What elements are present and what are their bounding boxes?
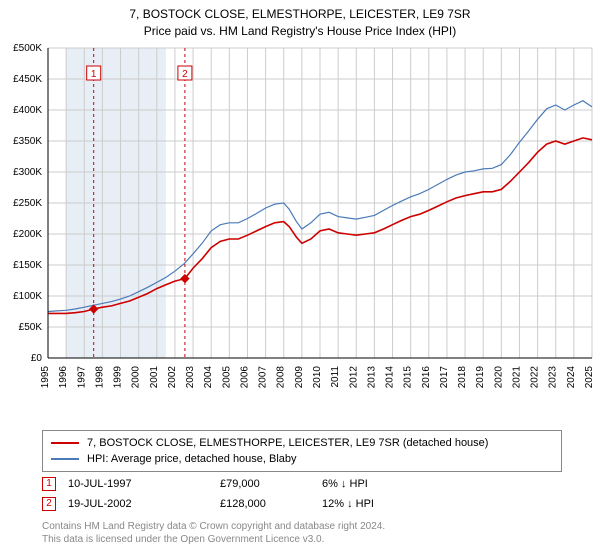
svg-text:2019: 2019 <box>475 366 486 389</box>
svg-text:2016: 2016 <box>421 366 432 389</box>
svg-text:£0: £0 <box>31 353 43 364</box>
svg-text:2009: 2009 <box>294 366 305 389</box>
svg-text:1999: 1999 <box>113 366 124 389</box>
svg-text:1995: 1995 <box>40 366 51 389</box>
svg-text:2025: 2025 <box>584 366 595 389</box>
svg-text:2007: 2007 <box>258 366 269 389</box>
title-line-1: 7, BOSTOCK CLOSE, ELMESTHORPE, LEICESTER… <box>0 6 600 23</box>
svg-text:1: 1 <box>91 69 97 80</box>
footer-line-2: This data is licensed under the Open Gov… <box>42 533 562 546</box>
marker-price-1: £79,000 <box>220 478 310 490</box>
svg-text:2017: 2017 <box>439 366 450 389</box>
chart-title-block: 7, BOSTOCK CLOSE, ELMESTHORPE, LEICESTER… <box>0 0 600 40</box>
footer: Contains HM Land Registry data © Crown c… <box>42 520 562 546</box>
svg-text:2024: 2024 <box>566 366 577 389</box>
svg-text:2014: 2014 <box>385 366 396 389</box>
svg-text:2006: 2006 <box>239 366 250 389</box>
legend-item-1: 7, BOSTOCK CLOSE, ELMESTHORPE, LEICESTER… <box>51 435 553 451</box>
line-chart-svg: £0 £50K £100K £150K £200K £250K £300K £350K £400… <box>0 40 600 420</box>
svg-text:£200K: £200K <box>13 229 42 240</box>
marker-delta-2: 12% ↓ HPI <box>322 498 422 510</box>
marker-date-2: 19-JUL-2002 <box>68 498 208 510</box>
svg-text:£50K: £50K <box>19 322 43 333</box>
svg-text:£450K: £450K <box>13 74 42 85</box>
svg-text:£100K: £100K <box>13 291 42 302</box>
svg-text:2018: 2018 <box>457 366 468 389</box>
svg-text:2010: 2010 <box>312 366 323 389</box>
svg-text:2015: 2015 <box>403 366 414 389</box>
legend-swatch-1 <box>51 442 79 444</box>
legend: 7, BOSTOCK CLOSE, ELMESTHORPE, LEICESTER… <box>42 430 562 472</box>
svg-text:2008: 2008 <box>276 366 287 389</box>
svg-text:1997: 1997 <box>76 366 87 389</box>
marker-row-2: 2 19-JUL-2002 £128,000 12% ↓ HPI <box>42 494 562 514</box>
svg-text:£300K: £300K <box>13 167 42 178</box>
svg-text:2013: 2013 <box>366 366 377 389</box>
legend-swatch-2 <box>51 458 79 460</box>
marker-price-2: £128,000 <box>220 498 310 510</box>
svg-text:£500K: £500K <box>13 43 42 54</box>
svg-text:£250K: £250K <box>13 198 42 209</box>
legend-item-2: HPI: Average price, detached house, Blab… <box>51 451 553 467</box>
marker-table: 1 10-JUL-1997 £79,000 6% ↓ HPI 2 19-JUL-… <box>42 474 562 514</box>
svg-text:2004: 2004 <box>203 366 214 389</box>
svg-text:2003: 2003 <box>185 366 196 389</box>
svg-text:2012: 2012 <box>348 366 359 389</box>
svg-text:2011: 2011 <box>330 366 341 388</box>
legend-label-1: 7, BOSTOCK CLOSE, ELMESTHORPE, LEICESTER… <box>87 437 488 449</box>
legend-label-2: HPI: Average price, detached house, Blab… <box>87 453 297 465</box>
chart-area: £0 £50K £100K £150K £200K £250K £300K £350K £400… <box>0 40 600 420</box>
marker-date-1: 10-JUL-1997 <box>68 478 208 490</box>
svg-text:1996: 1996 <box>58 366 69 389</box>
footer-line-1: Contains HM Land Registry data © Crown c… <box>42 520 562 533</box>
svg-text:2: 2 <box>182 69 188 80</box>
svg-text:£350K: £350K <box>13 136 42 147</box>
svg-text:2023: 2023 <box>548 366 559 389</box>
svg-text:£400K: £400K <box>13 105 42 116</box>
svg-text:2002: 2002 <box>167 366 178 389</box>
svg-text:2000: 2000 <box>131 366 142 389</box>
svg-text:2001: 2001 <box>149 366 160 389</box>
svg-text:1998: 1998 <box>94 366 105 389</box>
svg-text:2022: 2022 <box>530 366 541 389</box>
title-line-2: Price paid vs. HM Land Registry's House … <box>0 23 600 40</box>
marker-row-1: 1 10-JUL-1997 £79,000 6% ↓ HPI <box>42 474 562 494</box>
marker-badge-1: 1 <box>42 477 56 491</box>
svg-text:2021: 2021 <box>511 366 522 389</box>
marker-delta-1: 6% ↓ HPI <box>322 478 422 490</box>
svg-text:2005: 2005 <box>221 366 232 389</box>
svg-text:2020: 2020 <box>493 366 504 389</box>
marker-badge-2: 2 <box>42 497 56 511</box>
svg-text:£150K: £150K <box>13 260 42 271</box>
